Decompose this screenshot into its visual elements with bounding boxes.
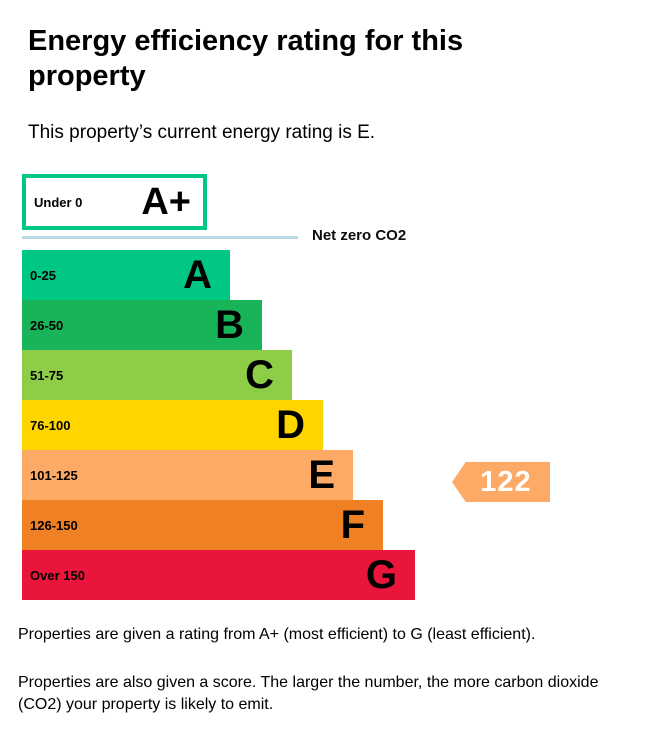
current-score-value: 122: [480, 465, 532, 498]
band-range-label: 51-75: [30, 367, 64, 383]
band-f: 126-150 F: [22, 500, 383, 550]
band-range-label: 26-50: [30, 317, 64, 333]
band-range-label: Under 0: [34, 194, 83, 210]
band-letter: E: [308, 453, 335, 497]
band-letter: A+: [141, 181, 191, 223]
net-zero-line: [22, 236, 298, 239]
band-g: Over 150 G: [22, 550, 415, 600]
rating-bands: 0-25 A 26-50 B 51-75 C 76-100 D 101-125 …: [22, 250, 415, 600]
band-letter: A: [183, 253, 212, 297]
band-range-label: 0-25: [30, 267, 57, 283]
band-letter: D: [276, 403, 305, 447]
rating-explanation: Properties are given a rating from A+ (m…: [18, 626, 536, 643]
band-range-label: Over 150: [30, 567, 85, 583]
band-b: 26-50 B: [22, 300, 262, 350]
band-letter: B: [215, 303, 244, 347]
band-letter: G: [365, 553, 397, 597]
band-c: 51-75 C: [22, 350, 292, 400]
current-score-marker: 122: [452, 462, 550, 502]
band-range-label: 101-125: [30, 467, 78, 483]
current-rating-text: This property’s current energy rating is…: [28, 122, 376, 143]
page-title: Energy efficiency rating for this proper…: [28, 25, 464, 92]
band-letter: C: [245, 353, 274, 397]
band-a-plus: Under 0 A+: [22, 174, 207, 230]
band-range-label: 76-100: [30, 417, 71, 433]
band-e: 101-125 E: [22, 450, 353, 500]
net-zero-label: Net zero CO2: [312, 227, 407, 244]
band-d: 76-100 D: [22, 400, 323, 450]
score-explanation: Properties are also given a score. The l…: [18, 674, 599, 713]
band-a: 0-25 A: [22, 250, 230, 300]
band-letter: F: [340, 503, 365, 547]
band-range-label: 126-150: [30, 517, 78, 533]
